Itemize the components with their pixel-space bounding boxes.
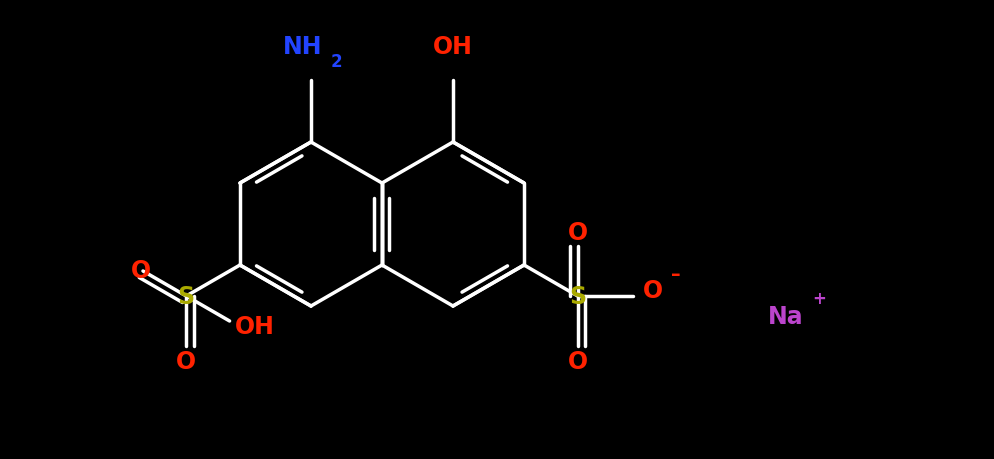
Text: O: O (568, 349, 587, 373)
Text: 2: 2 (331, 53, 343, 71)
Text: O: O (568, 220, 587, 245)
Text: OH: OH (235, 314, 274, 338)
Text: O: O (643, 279, 663, 302)
Text: S: S (570, 285, 586, 308)
Text: O: O (176, 349, 197, 373)
Text: Na: Na (767, 304, 803, 328)
Text: +: + (813, 289, 827, 308)
Text: OH: OH (433, 35, 473, 59)
Text: O: O (131, 258, 151, 282)
Text: –: – (671, 265, 680, 284)
Text: NH: NH (283, 35, 323, 59)
Text: S: S (178, 285, 195, 308)
